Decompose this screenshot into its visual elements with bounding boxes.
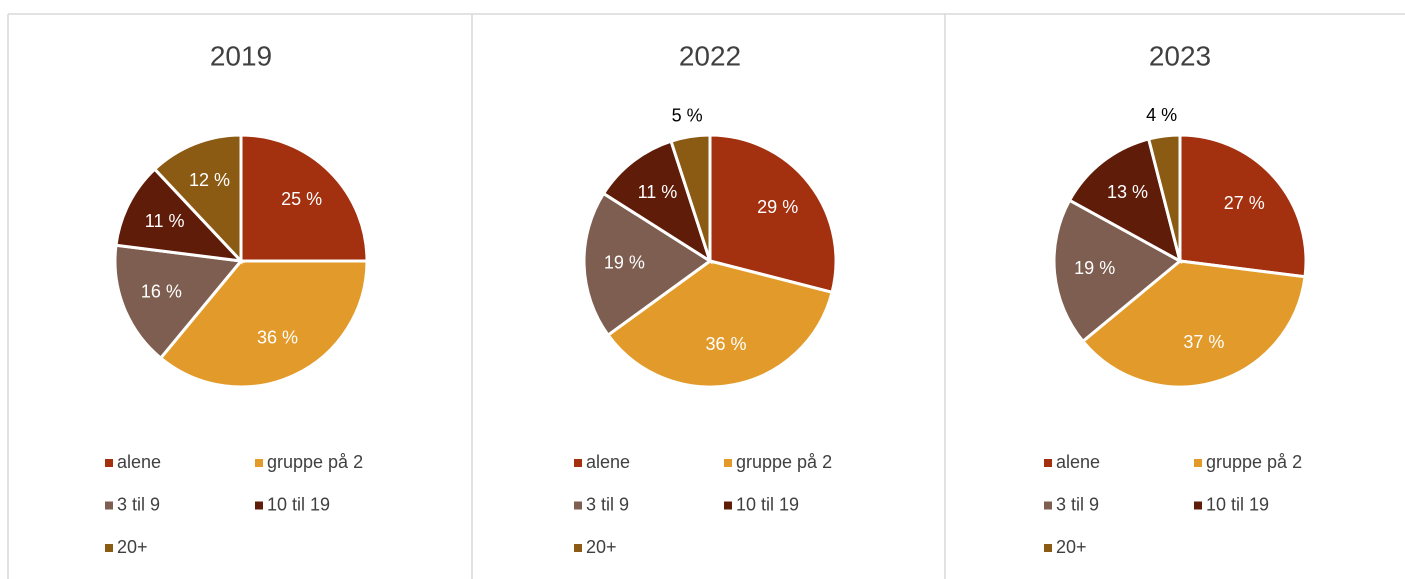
legend-swatch (1194, 501, 1202, 510)
chart-title: 2019 (210, 40, 272, 71)
chart-title: 2023 (1149, 40, 1211, 71)
legend-swatch (105, 459, 113, 467)
legend-label: 3 til 9 (586, 494, 629, 514)
chart-title: 2022 (679, 40, 741, 71)
pie-slice (708, 133, 838, 295)
pie-slice (1146, 133, 1182, 262)
legend-label: 20+ (117, 537, 148, 557)
pie-slice (605, 259, 834, 389)
pie-slice (1052, 198, 1183, 344)
legend-label: alene (1056, 452, 1100, 472)
pie-slice (1178, 133, 1308, 279)
data-label: 19 % (604, 252, 645, 272)
pie-slice (582, 191, 713, 338)
data-label: 37 % (1183, 332, 1224, 352)
legend-label: 10 til 19 (1206, 494, 1269, 514)
legend-label: 10 til 19 (267, 494, 330, 514)
legend-label: 3 til 9 (1056, 494, 1099, 514)
legend-swatch (1044, 459, 1052, 467)
legend-swatch (574, 459, 582, 467)
legend-swatch (105, 501, 113, 510)
legend-label: 20+ (586, 537, 617, 557)
legend-label: 20+ (1056, 537, 1087, 557)
legend-label: alene (117, 452, 161, 472)
pie-slice (669, 133, 712, 262)
data-label: 29 % (757, 197, 798, 217)
pie-slice (239, 133, 369, 263)
legend-label: gruppe på 2 (1206, 452, 1302, 472)
legend-swatch (255, 501, 263, 510)
pie-slice (113, 243, 244, 361)
legend-swatch (105, 544, 113, 552)
legend-swatch (255, 459, 263, 467)
data-label: 25 % (281, 189, 322, 209)
legend-swatch (574, 501, 582, 510)
legend-label: alene (586, 452, 630, 472)
data-label: 27 % (1224, 193, 1265, 213)
data-label: 16 % (141, 281, 182, 301)
legend-swatch (1044, 501, 1052, 510)
legend-label: gruppe på 2 (736, 452, 832, 472)
data-label: 36 % (257, 327, 298, 347)
data-label: 36 % (706, 334, 747, 354)
pie-slice (114, 167, 245, 264)
legend-label: 3 til 9 (117, 494, 160, 514)
pie-slice (1080, 259, 1307, 389)
legend-label: gruppe på 2 (267, 452, 363, 472)
legend-label: 10 til 19 (736, 494, 799, 514)
pie-slice (601, 139, 713, 265)
data-label: 5 % (672, 106, 703, 126)
data-label: 4 % (1146, 105, 1177, 125)
pie-slice (152, 133, 243, 265)
data-label: 13 % (1107, 182, 1148, 202)
pie-slice (158, 259, 369, 389)
legend-swatch (1194, 459, 1202, 467)
data-label: 12 % (189, 170, 230, 190)
data-label: 11 % (638, 182, 678, 202)
legend-swatch (574, 544, 582, 552)
data-label: 19 % (1074, 258, 1115, 278)
pie-slice (1067, 137, 1183, 264)
legend-swatch (1044, 544, 1052, 552)
data-label: 11 % (145, 211, 185, 231)
legend-swatch (724, 459, 732, 467)
legend-swatch (724, 501, 732, 510)
